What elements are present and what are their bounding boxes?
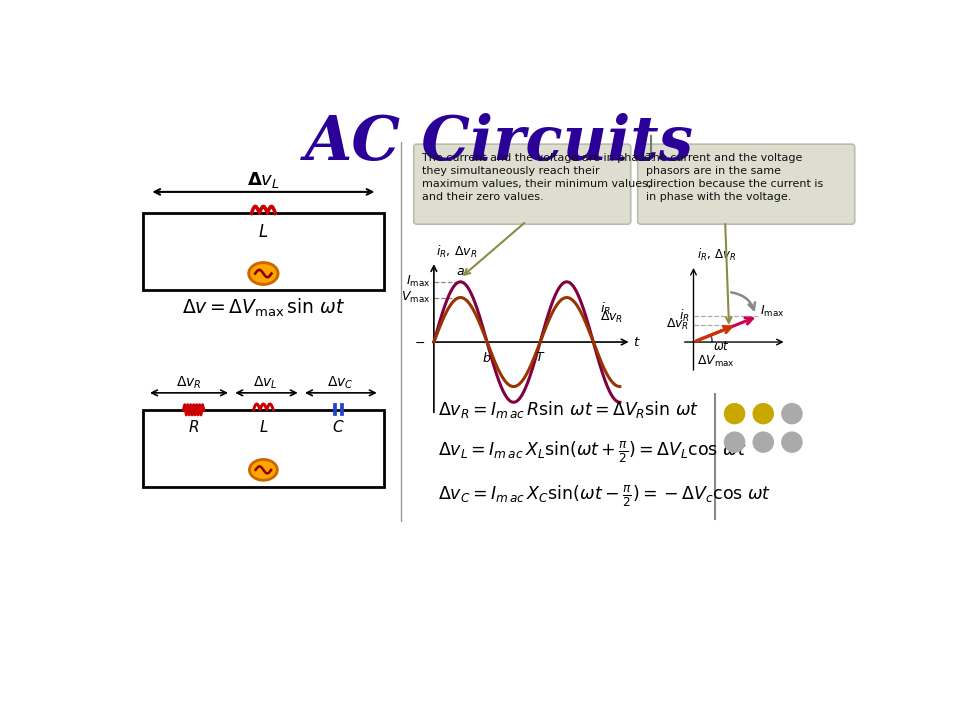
Bar xyxy=(143,410,383,487)
Text: $t$: $t$ xyxy=(633,336,640,348)
Text: $I_{\rm max}$: $I_{\rm max}$ xyxy=(406,274,431,289)
Text: $\Delta v_L$: $\Delta v_L$ xyxy=(253,375,278,391)
Text: $V_{\rm max}$: $V_{\rm max}$ xyxy=(401,290,431,305)
Text: $I_{\rm max}$: $I_{\rm max}$ xyxy=(760,304,785,319)
Ellipse shape xyxy=(249,263,278,284)
Text: $\Delta v_C$: $\Delta v_C$ xyxy=(326,375,353,391)
Text: $\Delta v_C = I_{m\,ac}\,X_C\sin(\omega t - \frac{\pi}{2}) = -\Delta V_c\cos\,\o: $\Delta v_C = I_{m\,ac}\,X_C\sin(\omega … xyxy=(438,483,771,509)
Circle shape xyxy=(781,432,802,452)
Text: $\Delta v = \Delta V_{\rm max}\,\sin\,\omega t$: $\Delta v = \Delta V_{\rm max}\,\sin\,\o… xyxy=(181,297,345,319)
FancyBboxPatch shape xyxy=(637,144,854,224)
Circle shape xyxy=(781,404,802,423)
Text: $\Delta v_L = I_{m\,ac}\,X_L\sin(\omega t + \frac{\pi}{2}) = \Delta V_L\cos\,\om: $\Delta v_L = I_{m\,ac}\,X_L\sin(\omega … xyxy=(438,439,746,465)
Circle shape xyxy=(754,432,774,452)
Text: $\Delta v_R = I_{m\,ac}\,R\sin\,\omega t = \Delta V_R\sin\,\omega t$: $\Delta v_R = I_{m\,ac}\,R\sin\,\omega t… xyxy=(438,400,699,420)
Text: AC Circuits: AC Circuits xyxy=(305,113,694,174)
Text: $C$: $C$ xyxy=(332,419,345,435)
Text: The current and the voltage
phasors are in the same
direction because the curren: The current and the voltage phasors are … xyxy=(646,153,824,202)
Text: $\Delta v_R$: $\Delta v_R$ xyxy=(177,375,202,391)
Text: $\Delta v_R$: $\Delta v_R$ xyxy=(666,318,689,333)
Text: The current and the voltage are in phase:
they simultaneously reach their
maximu: The current and the voltage are in phase… xyxy=(422,153,655,202)
Text: $\mathbf{\Delta} v_L$: $\mathbf{\Delta} v_L$ xyxy=(247,170,279,189)
Ellipse shape xyxy=(250,459,277,480)
Text: $R$: $R$ xyxy=(188,419,200,435)
Text: $b$: $b$ xyxy=(482,351,492,365)
Circle shape xyxy=(725,432,745,452)
FancyBboxPatch shape xyxy=(414,144,631,224)
Text: $L$: $L$ xyxy=(258,419,268,435)
Text: $L$: $L$ xyxy=(258,223,269,241)
Text: $a$: $a$ xyxy=(456,265,465,278)
Text: $i_R,\,\Delta v_R$: $i_R,\,\Delta v_R$ xyxy=(436,243,478,260)
Text: $T$: $T$ xyxy=(535,351,545,364)
Text: $i_R$: $i_R$ xyxy=(599,301,611,317)
Text: $\omega t$: $\omega t$ xyxy=(713,340,730,353)
FancyArrowPatch shape xyxy=(732,292,755,310)
Bar xyxy=(143,213,383,290)
Circle shape xyxy=(754,404,774,423)
Text: $\Delta V_{\rm max}$: $\Delta V_{\rm max}$ xyxy=(697,354,734,369)
Circle shape xyxy=(725,404,745,423)
Text: $-$: $-$ xyxy=(415,336,425,348)
Text: $\Delta v_R$: $\Delta v_R$ xyxy=(599,310,623,325)
Text: $i_R$: $i_R$ xyxy=(679,308,689,324)
Text: $i_R,\,\Delta v_R$: $i_R,\,\Delta v_R$ xyxy=(697,248,735,264)
